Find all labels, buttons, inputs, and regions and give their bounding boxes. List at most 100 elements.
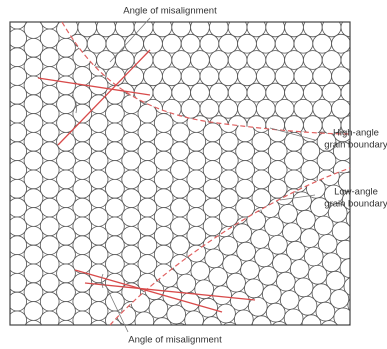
atom bbox=[0, 283, 10, 302]
atom bbox=[172, 18, 191, 37]
atom bbox=[0, 25, 10, 44]
atom bbox=[57, 38, 76, 57]
atom bbox=[0, 189, 10, 208]
atom bbox=[0, 95, 10, 114]
atom bbox=[73, 67, 92, 86]
atom bbox=[40, 179, 59, 198]
atom bbox=[303, 51, 322, 70]
atom bbox=[24, 264, 43, 283]
atom bbox=[154, 189, 173, 208]
atom bbox=[171, 217, 190, 236]
atom bbox=[247, 18, 266, 37]
atom bbox=[153, 83, 172, 102]
atom bbox=[106, 292, 125, 311]
atom bbox=[350, 245, 369, 264]
atom bbox=[57, 264, 76, 283]
atom bbox=[89, 302, 108, 321]
atom bbox=[31, 2, 50, 21]
atom bbox=[8, 311, 27, 330]
atom bbox=[203, 123, 222, 142]
atom bbox=[106, 327, 125, 346]
atom bbox=[236, 179, 255, 198]
atom bbox=[350, 230, 369, 249]
atom bbox=[24, 95, 43, 114]
atom bbox=[200, 99, 219, 118]
atom bbox=[8, 161, 27, 180]
atom bbox=[350, 67, 369, 86]
atom bbox=[24, 226, 43, 245]
atom bbox=[106, 104, 125, 123]
atom bbox=[106, 255, 125, 274]
atom bbox=[256, 99, 275, 118]
atom bbox=[122, 170, 141, 189]
atom bbox=[24, 320, 43, 339]
atom bbox=[87, 34, 106, 53]
atom bbox=[228, 83, 247, 102]
atom bbox=[313, 99, 332, 118]
atom bbox=[285, 1, 304, 20]
atom bbox=[8, 85, 27, 104]
atom bbox=[171, 142, 190, 161]
atom bbox=[162, 67, 181, 86]
atom bbox=[24, 302, 43, 321]
atom bbox=[350, 76, 369, 95]
atom bbox=[219, 208, 238, 227]
atom bbox=[138, 217, 157, 236]
atom bbox=[106, 217, 125, 236]
atom bbox=[285, 151, 304, 170]
atom bbox=[57, 76, 76, 95]
atom bbox=[350, 151, 369, 170]
atom bbox=[350, 295, 369, 314]
atom bbox=[353, 6, 372, 25]
atom bbox=[134, 18, 153, 37]
atom bbox=[203, 217, 222, 236]
atom bbox=[350, 1, 369, 20]
atom bbox=[57, 245, 76, 264]
atom bbox=[24, 57, 43, 76]
atom bbox=[162, 34, 181, 53]
atom bbox=[71, 325, 90, 344]
atom bbox=[256, 67, 275, 86]
atom bbox=[171, 123, 190, 142]
atom bbox=[8, 198, 27, 217]
atom bbox=[236, 2, 255, 21]
atom bbox=[40, 255, 59, 274]
atom bbox=[40, 85, 59, 104]
atom bbox=[209, 83, 228, 102]
atom bbox=[19, 0, 38, 19]
atom bbox=[348, 296, 367, 315]
atom bbox=[73, 142, 92, 161]
atom bbox=[106, 179, 125, 198]
atom bbox=[57, 151, 76, 170]
atom bbox=[135, 312, 154, 331]
atom bbox=[8, 10, 27, 29]
atom bbox=[0, 264, 10, 283]
atom bbox=[0, 114, 10, 133]
atom bbox=[171, 236, 190, 255]
atom bbox=[332, 99, 351, 118]
atom bbox=[256, 34, 275, 53]
atom bbox=[322, 51, 341, 70]
atom bbox=[350, 302, 369, 321]
atom bbox=[288, 327, 307, 346]
atom bbox=[122, 226, 141, 245]
atom bbox=[285, 132, 304, 151]
atom bbox=[181, 67, 200, 86]
atom bbox=[350, 262, 369, 281]
atom bbox=[144, 34, 163, 53]
atom bbox=[181, 34, 200, 53]
atom bbox=[122, 114, 141, 133]
atom bbox=[203, 179, 222, 198]
atom bbox=[0, 7, 6, 26]
atom bbox=[0, 57, 10, 76]
atom bbox=[219, 34, 238, 53]
atom bbox=[351, 74, 370, 93]
atom bbox=[89, 264, 108, 283]
atom bbox=[0, 93, 7, 112]
atom bbox=[236, 161, 255, 180]
atom bbox=[89, 151, 108, 170]
atom bbox=[266, 83, 285, 102]
atom bbox=[8, 273, 27, 292]
atom bbox=[294, 34, 313, 53]
atom bbox=[0, 170, 10, 189]
